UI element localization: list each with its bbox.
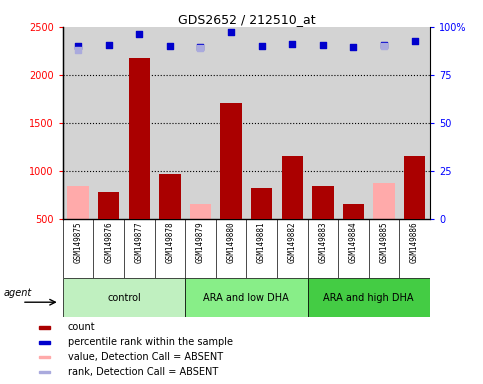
- FancyBboxPatch shape: [185, 278, 308, 317]
- Point: [227, 28, 235, 35]
- Text: GSM149881: GSM149881: [257, 222, 266, 263]
- Text: GSM149885: GSM149885: [380, 222, 388, 263]
- Text: GSM149878: GSM149878: [165, 222, 174, 263]
- Text: GSM149877: GSM149877: [135, 222, 144, 263]
- Text: GSM149884: GSM149884: [349, 222, 358, 263]
- Text: GSM149886: GSM149886: [410, 222, 419, 263]
- Point: [411, 38, 418, 44]
- Text: GSM149875: GSM149875: [73, 222, 83, 263]
- FancyBboxPatch shape: [308, 278, 430, 317]
- Text: control: control: [107, 293, 141, 303]
- Point: [135, 31, 143, 37]
- Point: [197, 43, 204, 50]
- Text: ARA and low DHA: ARA and low DHA: [203, 293, 289, 303]
- Bar: [68, 186, 89, 219]
- Text: ARA and high DHA: ARA and high DHA: [324, 293, 414, 303]
- Point: [350, 44, 357, 50]
- Text: value, Detection Call = ABSENT: value, Detection Call = ABSENT: [68, 352, 223, 362]
- Bar: [282, 157, 303, 219]
- Point: [288, 41, 296, 47]
- Text: rank, Detection Call = ABSENT: rank, Detection Call = ABSENT: [68, 367, 218, 377]
- Text: GSM149876: GSM149876: [104, 222, 113, 263]
- Bar: [39, 356, 50, 359]
- Bar: [373, 183, 395, 219]
- Bar: [312, 186, 333, 219]
- Point: [74, 47, 82, 53]
- Point: [197, 45, 204, 51]
- Bar: [404, 157, 425, 219]
- Text: GSM149879: GSM149879: [196, 222, 205, 263]
- Text: GSM149882: GSM149882: [288, 222, 297, 263]
- Point: [166, 43, 174, 49]
- Bar: [220, 103, 242, 219]
- Bar: [128, 58, 150, 219]
- FancyBboxPatch shape: [63, 278, 185, 317]
- Bar: [39, 341, 50, 344]
- Text: GSM149880: GSM149880: [227, 222, 236, 263]
- Point: [105, 42, 113, 48]
- Title: GDS2652 / 212510_at: GDS2652 / 212510_at: [178, 13, 315, 26]
- Bar: [343, 204, 364, 219]
- Text: percentile rank within the sample: percentile rank within the sample: [68, 337, 233, 347]
- Bar: [39, 371, 50, 373]
- Bar: [98, 192, 119, 219]
- Text: count: count: [68, 322, 95, 332]
- Bar: [190, 204, 211, 219]
- Point: [258, 43, 266, 49]
- Point: [380, 42, 388, 48]
- Text: GSM149883: GSM149883: [318, 222, 327, 263]
- Bar: [39, 326, 50, 329]
- Point: [74, 43, 82, 49]
- Point: [319, 42, 327, 48]
- Bar: [251, 188, 272, 219]
- Bar: [159, 174, 181, 219]
- Point: [380, 43, 388, 49]
- Text: agent: agent: [3, 288, 31, 298]
